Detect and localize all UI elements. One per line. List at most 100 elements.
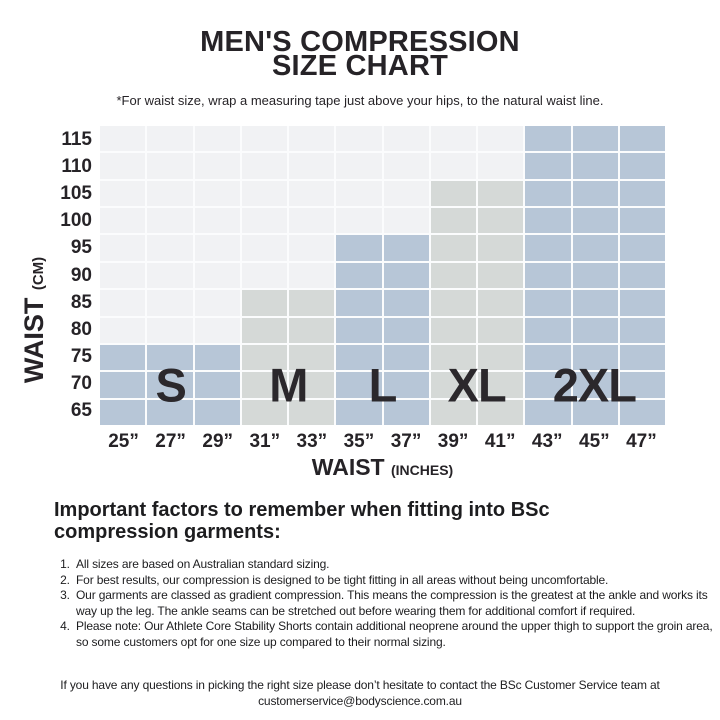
- chart-cell: [289, 317, 335, 343]
- chart-cell: [241, 262, 287, 289]
- chart-cell: [336, 126, 382, 152]
- chart-cell: [194, 399, 240, 425]
- chart-cell: [383, 126, 429, 152]
- header: MEN'S COMPRESSION SIZE CHART *For waist …: [0, 28, 720, 108]
- chart-cell: [336, 344, 382, 371]
- chart-cell: [241, 153, 287, 179]
- chart-cell: [241, 372, 287, 398]
- size-label-2xl: 2XL: [552, 358, 637, 412]
- chart-cell: [241, 235, 287, 261]
- chart-cell: [619, 235, 665, 261]
- chart-cell: [572, 180, 618, 207]
- chart-cell: [336, 290, 382, 316]
- chart-cell: [619, 153, 665, 179]
- chart-cell: [194, 344, 240, 371]
- size-label-l: L: [368, 358, 398, 412]
- chart-cell: [525, 344, 571, 371]
- x-tick-label: 39”: [437, 431, 469, 452]
- chart-cell: [478, 126, 524, 152]
- chart-cell: [525, 290, 571, 316]
- y-tick-label: 90: [70, 264, 92, 286]
- y-tick-label: 75: [70, 346, 92, 368]
- x-tick-label: 47”: [626, 431, 657, 452]
- chart-cell: [147, 262, 193, 289]
- x-tick-label: 25”: [108, 431, 139, 452]
- chart-cell: [572, 290, 618, 316]
- fitting-factor-item: Our garments are classed as gradient com…: [73, 588, 714, 619]
- chart-cell: [100, 290, 146, 316]
- chart-cell: [383, 208, 429, 234]
- chart-cell: [572, 317, 618, 343]
- x-tick-label: 35”: [343, 431, 375, 452]
- chart-cell: [100, 126, 146, 152]
- chart-cell: [336, 262, 382, 289]
- chart-cell: [194, 208, 240, 234]
- chart-cell: [430, 208, 476, 234]
- chart-cell: [100, 317, 146, 343]
- chart-cell: [430, 372, 476, 398]
- chart-cell: [194, 317, 240, 343]
- y-tick-label: 95: [70, 237, 92, 259]
- y-tick-label: 100: [60, 210, 92, 232]
- chart-cell: [147, 208, 193, 234]
- chart-cell: [619, 126, 665, 152]
- y-tick-label: 80: [70, 318, 92, 340]
- chart-cell: [430, 317, 476, 343]
- x-tick-label: 31”: [249, 431, 281, 452]
- chart-cell: [100, 344, 146, 371]
- chart-cell: [147, 180, 193, 207]
- chart-cell: [478, 344, 524, 371]
- chart-cell: [241, 180, 287, 207]
- chart-cell: [572, 208, 618, 234]
- x-tick-label: 37”: [390, 431, 422, 452]
- fitting-factor-item: All sizes are based on Australian standa…: [73, 557, 714, 573]
- chart-plot: S M L XL 2XL: [100, 126, 665, 425]
- chart-cell: [383, 153, 429, 179]
- chart-cell: [289, 399, 335, 425]
- chart-cell: [619, 262, 665, 289]
- chart-cell: [525, 235, 571, 261]
- chart-cell: [194, 290, 240, 316]
- chart-cell: [572, 399, 618, 425]
- measuring-instruction: *For waist size, wrap a measuring tape j…: [116, 93, 604, 108]
- chart-cell: [147, 344, 193, 371]
- chart-cell: [289, 344, 335, 371]
- chart-cell: [100, 372, 146, 398]
- chart-cell: [525, 153, 571, 179]
- chart-cell: [525, 399, 571, 425]
- chart-cell: [147, 290, 193, 316]
- chart-cell: [100, 235, 146, 261]
- chart-cell: [336, 180, 382, 207]
- chart-cell: [336, 153, 382, 179]
- chart-cell: [383, 180, 429, 207]
- fitting-factors-heading: Important factors to remember when fitti…: [54, 499, 550, 543]
- chart-cell: [100, 180, 146, 207]
- chart-cell: [572, 344, 618, 371]
- customer-service-email: customerservice@bodyscience.com.au: [258, 693, 462, 708]
- chart-cell: [619, 344, 665, 371]
- chart-cell: [194, 180, 240, 207]
- chart-cell: [241, 208, 287, 234]
- chart-cell: [241, 399, 287, 425]
- y-tick-label: 105: [60, 182, 92, 204]
- page-title: MEN'S COMPRESSION SIZE CHART: [0, 28, 720, 80]
- chart-cell: [572, 126, 618, 152]
- x-axis-title-unit: (INCHES): [391, 462, 454, 478]
- chart-cell: [147, 317, 193, 343]
- chart-cell: [336, 372, 382, 398]
- chart-cell: [383, 262, 429, 289]
- x-tick-label: 29”: [202, 431, 234, 452]
- chart-cell: [241, 290, 287, 316]
- chart-cell: [100, 208, 146, 234]
- chart-cell: [241, 344, 287, 371]
- chart-cell: [194, 153, 240, 179]
- chart-cell: [289, 153, 335, 179]
- chart-cell: [525, 180, 571, 207]
- chart-cell: [194, 262, 240, 289]
- y-tick-label: 70: [70, 373, 92, 395]
- chart-cell: [478, 372, 524, 398]
- chart-cell: [430, 126, 476, 152]
- chart-cell: [572, 153, 618, 179]
- chart-cell: [289, 208, 335, 234]
